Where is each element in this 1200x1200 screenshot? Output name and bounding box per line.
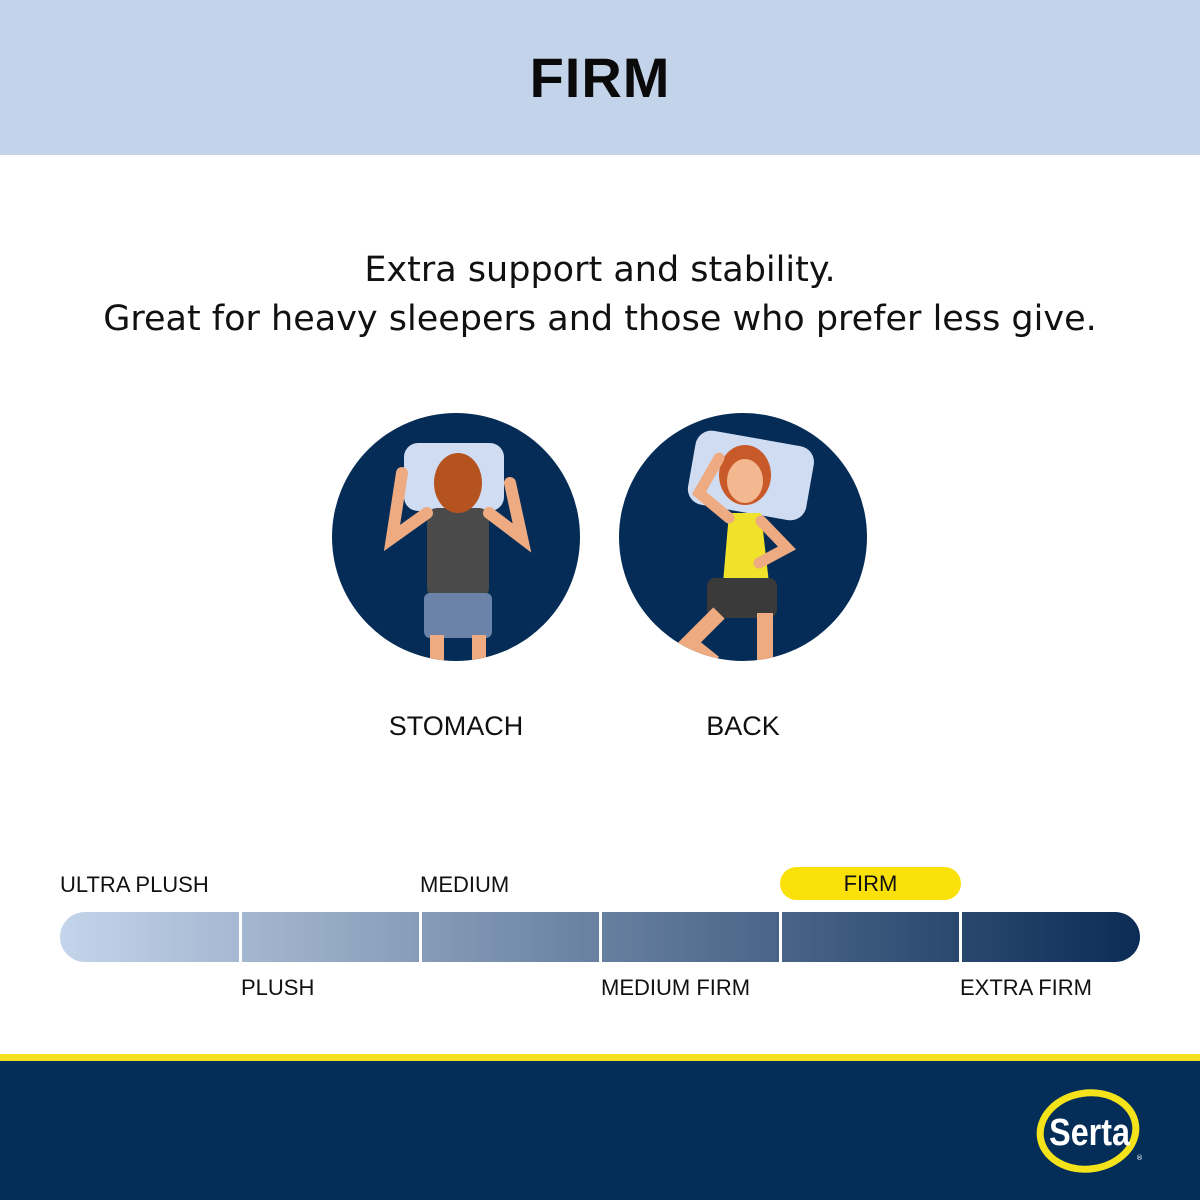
serta-logo: Serta ® [1036,1088,1146,1177]
position-label-back: BACK [706,711,780,741]
svg-text:®: ® [1136,1154,1143,1162]
firmness-scale-bar [60,912,1140,962]
segment-divider [419,912,422,962]
level-label-medium: MEDIUM [420,872,510,897]
header-banner: FIRM [0,0,1200,155]
segment-divider [959,912,962,962]
selected-level-badge: FIRM [780,867,961,900]
level-label-firm: FIRM [843,870,898,896]
stomach-sleeper-illustration-icon [332,413,580,661]
back-sleeper-illustration-icon [619,413,867,661]
level-label-ultra-plush: ULTRA PLUSH [60,872,209,897]
footer [0,1061,1200,1200]
level-label-plush: PLUSH [241,975,315,1000]
svg-text:Serta: Serta [1049,1112,1130,1154]
description-line-2: Great for heavy sleepers and those who p… [103,299,1097,339]
level-label-extra-firm: EXTRA FIRM [960,975,1093,1000]
description-line-1: Extra support and stability. [364,250,836,290]
segment-divider [599,912,602,962]
level-label-medium-firm: MEDIUM FIRM [601,975,751,1000]
footer-accent-line [0,1054,1200,1061]
page-title: FIRM [529,46,671,109]
segment-divider [239,912,242,962]
segment-divider [779,912,782,962]
position-label-stomach: STOMACH [388,711,524,741]
